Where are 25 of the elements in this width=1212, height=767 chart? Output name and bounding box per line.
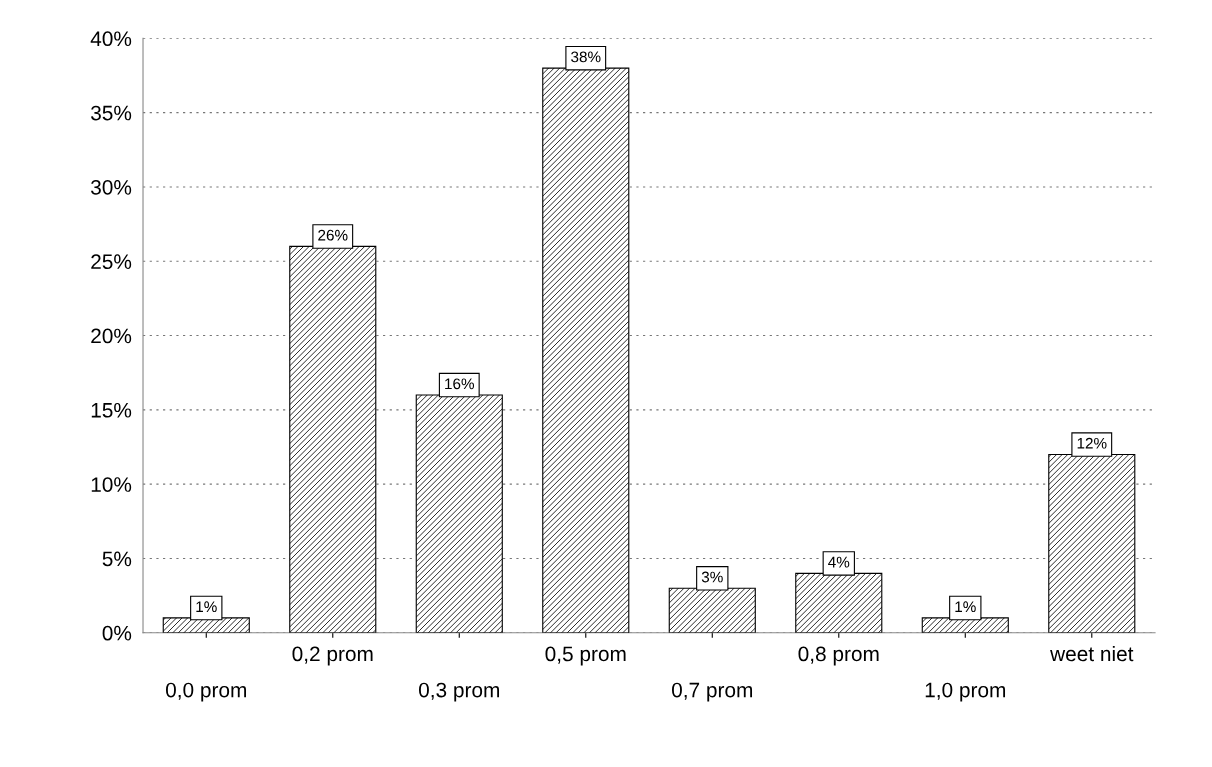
x-tick-label: 0,8 prom xyxy=(798,646,879,666)
data-label: 1% xyxy=(955,601,976,613)
y-tick-label: 15% xyxy=(91,402,132,418)
y-tick-label: 30% xyxy=(91,179,132,195)
x-tick-label: 1,0 prom xyxy=(925,682,1006,702)
data-label: 38% xyxy=(571,51,601,63)
data-label: 12% xyxy=(1077,437,1107,449)
data-label: 4% xyxy=(828,556,850,568)
y-tick-label: 25% xyxy=(91,254,132,270)
data-label: 1% xyxy=(196,601,217,613)
x-tick-label: 0,2 prom xyxy=(292,646,373,666)
x-tick-label: 0,5 prom xyxy=(545,646,626,666)
data-label: 26% xyxy=(318,229,348,241)
x-tick-label: 0,3 prom xyxy=(418,682,500,702)
y-tick-label: 40% xyxy=(90,31,132,47)
y-tick-label: 0% xyxy=(102,625,132,641)
data-label: 3% xyxy=(701,571,723,583)
y-tick-label: 20% xyxy=(91,328,132,344)
x-tick-label: 0,7 prom xyxy=(671,682,753,702)
x-tick-label: weet niet xyxy=(1050,645,1134,662)
data-label: 16% xyxy=(445,378,475,390)
x-tick-label: 0,0 prom xyxy=(165,682,246,702)
y-tick-label: 5% xyxy=(102,551,132,567)
y-tick-label: 10% xyxy=(91,477,132,492)
y-tick-label: 35% xyxy=(91,105,132,121)
